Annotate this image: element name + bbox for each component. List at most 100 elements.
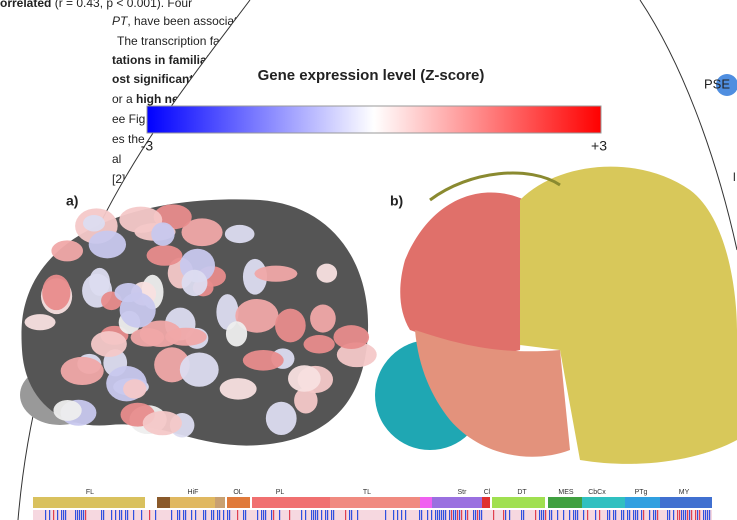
expression-stripe [305, 510, 306, 520]
text-bold: orrelated [0, 0, 51, 10]
patch [275, 309, 306, 343]
region-label: MES [558, 489, 574, 496]
expression-stripe [261, 510, 262, 520]
region-label: TL [363, 489, 371, 496]
expression-stripe [583, 510, 584, 520]
expression-stripe [79, 510, 80, 520]
expression-stripe [475, 510, 476, 520]
expression-stripe [441, 510, 442, 520]
expression-stripe [203, 510, 204, 520]
expression-stripe [385, 510, 386, 520]
expression-stripe [451, 510, 452, 520]
expression-stripe [541, 510, 542, 520]
expression-stripe [543, 510, 544, 520]
patch [120, 293, 156, 328]
expression-stripe [155, 510, 156, 520]
patch [83, 215, 105, 231]
expression-stripe [315, 510, 316, 520]
expression-stripe [141, 510, 142, 520]
expression-stripe [75, 510, 76, 520]
expression-stripe [615, 510, 616, 520]
expression-stripe [327, 510, 328, 520]
expression-stripe [177, 510, 178, 520]
expression-stripe [703, 510, 704, 520]
patch [42, 275, 70, 311]
expression-stripe [509, 510, 510, 520]
region-segment [170, 497, 215, 508]
region-label: FL [86, 489, 94, 496]
expression-stripe [301, 510, 302, 520]
panel-label: a) [66, 193, 78, 209]
expression-stripe [333, 510, 334, 520]
brain-a [20, 199, 377, 445]
region-segment [482, 497, 490, 508]
expression-stripe [627, 510, 628, 520]
expression-stripe [575, 510, 576, 520]
expression-stripe [493, 510, 494, 520]
expression-stripe [427, 510, 428, 520]
colorbar-title: Gene expression level (Z-score) [258, 67, 485, 84]
expression-stripe [65, 510, 66, 520]
expression-stripe [111, 510, 112, 520]
expression-stripe [681, 510, 682, 520]
region-segment [157, 497, 170, 508]
region-segment [432, 497, 482, 508]
expression-stripe [435, 510, 436, 520]
patch [310, 305, 336, 333]
expression-stripe [455, 510, 456, 520]
expression-stripe [227, 510, 228, 520]
patch [61, 357, 104, 385]
expression-stripe [545, 510, 546, 520]
text: [2]. [112, 172, 129, 186]
patch [226, 321, 247, 346]
expression-stripe [521, 510, 522, 520]
text: (r = 0.43, p < 0.001). Four [51, 0, 192, 10]
expression-stripe [539, 510, 540, 520]
region-segment [548, 497, 582, 508]
expression-stripe [599, 510, 600, 520]
expression-stripe [121, 510, 122, 520]
expression-stripe [133, 510, 134, 520]
region-label: OL [233, 489, 242, 496]
expression-stripe [481, 510, 482, 520]
expression-stripe [695, 510, 696, 520]
expression-stripe [479, 510, 480, 520]
region-segment [660, 497, 712, 508]
region-segment [227, 497, 250, 508]
text: al [112, 152, 121, 166]
expression-stripe [551, 510, 552, 520]
expression-stripe [595, 510, 596, 520]
expression-stripe [351, 510, 352, 520]
expression-stripe [317, 510, 318, 520]
page: orrelated (r = 0.43, p < 0.001). Four PT… [0, 0, 737, 520]
expression-stripe [549, 510, 550, 520]
expression-stripe [289, 510, 290, 520]
patch [123, 379, 146, 398]
expression-stripe [211, 510, 212, 520]
expression-stripe [607, 510, 608, 520]
svg-text:orrelated (r = 0.43, p < 0.001: orrelated (r = 0.43, p < 0.001). Four [0, 0, 192, 10]
region-label: Cl [484, 489, 491, 496]
patch [243, 350, 284, 371]
region-segment [492, 497, 545, 508]
expression-stripe [629, 510, 630, 520]
region-label: HiF [188, 489, 199, 496]
expression-stripe [213, 510, 214, 520]
patch [333, 325, 369, 349]
region-bar: FLHiFOLPLTLStrClDTMESCbCxPTgMY [33, 489, 712, 520]
text-bold: ost significant [112, 72, 193, 86]
expression-stripe [257, 510, 258, 520]
expression-stripe [473, 510, 474, 520]
expression-stripe [503, 510, 504, 520]
expression-stripe [245, 510, 246, 520]
expression-stripe [569, 510, 570, 520]
region-label: MY [679, 489, 690, 496]
expression-stripe [621, 510, 622, 520]
region-segment [215, 497, 225, 508]
expression-stripe [57, 510, 58, 520]
expression-stripe [439, 510, 440, 520]
patch [131, 328, 165, 346]
expression-stripe [205, 510, 206, 520]
region-segment [33, 497, 145, 508]
expression-stripe [557, 510, 558, 520]
